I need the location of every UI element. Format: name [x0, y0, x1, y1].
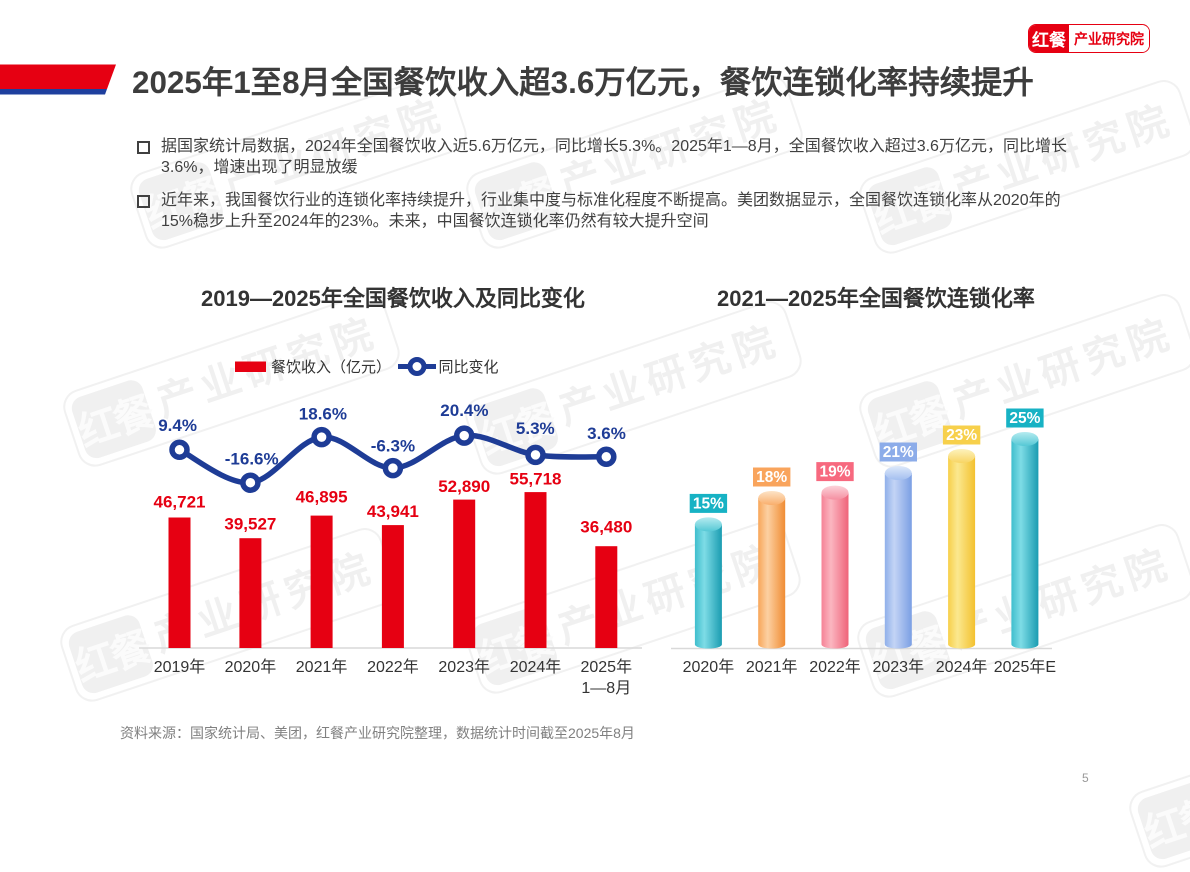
svg-text:-6.3%: -6.3% — [371, 437, 415, 456]
svg-text:同比变化: 同比变化 — [439, 359, 499, 376]
svg-text:2023年: 2023年 — [438, 658, 490, 676]
svg-text:2020年: 2020年 — [225, 658, 277, 676]
svg-text:3.6%: 3.6% — [587, 424, 626, 443]
svg-text:21%: 21% — [883, 444, 914, 461]
svg-text:2024年: 2024年 — [936, 658, 988, 676]
svg-text:2025年: 2025年 — [580, 658, 632, 676]
svg-text:2024年: 2024年 — [510, 658, 562, 676]
svg-text:18.6%: 18.6% — [299, 405, 347, 424]
svg-text:2021年: 2021年 — [296, 658, 348, 676]
svg-text:19%: 19% — [819, 464, 850, 481]
svg-text:9.4%: 9.4% — [158, 416, 197, 435]
svg-text:1—8月: 1—8月 — [581, 680, 631, 697]
svg-text:43,941: 43,941 — [367, 502, 419, 521]
svg-text:25%: 25% — [1009, 410, 1040, 427]
svg-text:18%: 18% — [756, 469, 787, 486]
svg-text:2019年: 2019年 — [154, 658, 206, 676]
svg-text:2022年: 2022年 — [809, 658, 861, 676]
svg-text:2023年: 2023年 — [872, 658, 924, 676]
svg-text:餐饮收入（亿元）: 餐饮收入（亿元） — [271, 359, 391, 376]
svg-text:5.3%: 5.3% — [516, 419, 555, 438]
svg-text:2022年: 2022年 — [367, 658, 419, 676]
svg-text:15%: 15% — [693, 495, 724, 512]
svg-text:55,718: 55,718 — [510, 470, 562, 489]
svg-text:52,890: 52,890 — [438, 477, 490, 496]
svg-text:2020年: 2020年 — [683, 658, 735, 676]
svg-text:36,480: 36,480 — [580, 518, 632, 537]
svg-text:-16.6%: -16.6% — [225, 450, 279, 469]
svg-text:46,895: 46,895 — [296, 488, 348, 507]
svg-text:2021年: 2021年 — [746, 658, 798, 676]
svg-text:23%: 23% — [946, 427, 977, 444]
svg-text:2025年E: 2025年E — [994, 658, 1056, 676]
svg-text:20.4%: 20.4% — [440, 401, 488, 420]
svg-text:39,527: 39,527 — [224, 515, 276, 534]
svg-text:46,721: 46,721 — [154, 493, 206, 512]
